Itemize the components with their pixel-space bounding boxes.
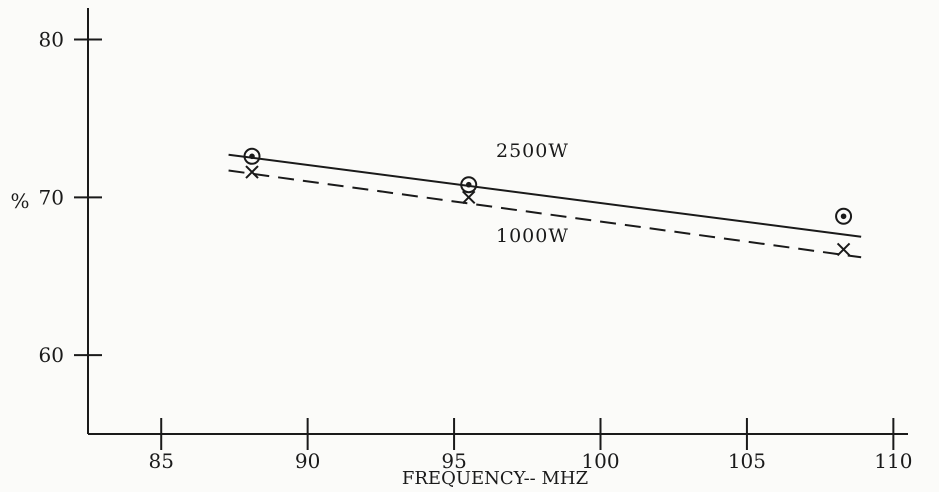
data-point-1000w <box>462 190 476 205</box>
x-marker-stroke <box>245 165 259 179</box>
x-marker-stroke <box>462 190 476 205</box>
data-point-dot <box>840 213 847 220</box>
y-tick-label: 80 <box>39 28 64 52</box>
y-tick-label: 60 <box>39 343 64 367</box>
series-label-2500w: 2500W <box>496 140 569 162</box>
x-tick-label: 105 <box>728 449 766 473</box>
data-point-2500w <box>460 176 478 194</box>
y-tick-label: 70 <box>39 185 64 209</box>
x-tick-label: 95 <box>441 449 466 473</box>
markers <box>243 147 853 257</box>
data-point-1000w <box>836 242 851 257</box>
x-marker-stroke <box>836 242 851 257</box>
data-point-2500w <box>243 147 261 165</box>
fit-lines <box>228 153 862 259</box>
series-label-1000w: 1000W <box>496 225 569 247</box>
fit-line-2500w <box>228 153 862 238</box>
data-point-dot <box>249 153 255 160</box>
x-tick-label: 90 <box>295 449 320 473</box>
x-tick-label: 100 <box>581 449 619 473</box>
axes <box>87 8 908 435</box>
ticks: 85 90 95 100 105 110 60 70 80 <box>39 28 913 473</box>
x-tick-label: 110 <box>874 449 912 473</box>
data-point-1000w <box>245 165 259 179</box>
data-point-2500w <box>835 207 853 225</box>
y-axis-title: % <box>10 189 29 213</box>
fit-line-1000w <box>228 169 862 259</box>
data-point-dot <box>465 181 472 188</box>
x-tick-label: 85 <box>148 449 173 473</box>
x-axis-title: FREQUENCY-- MHZ <box>402 468 588 489</box>
